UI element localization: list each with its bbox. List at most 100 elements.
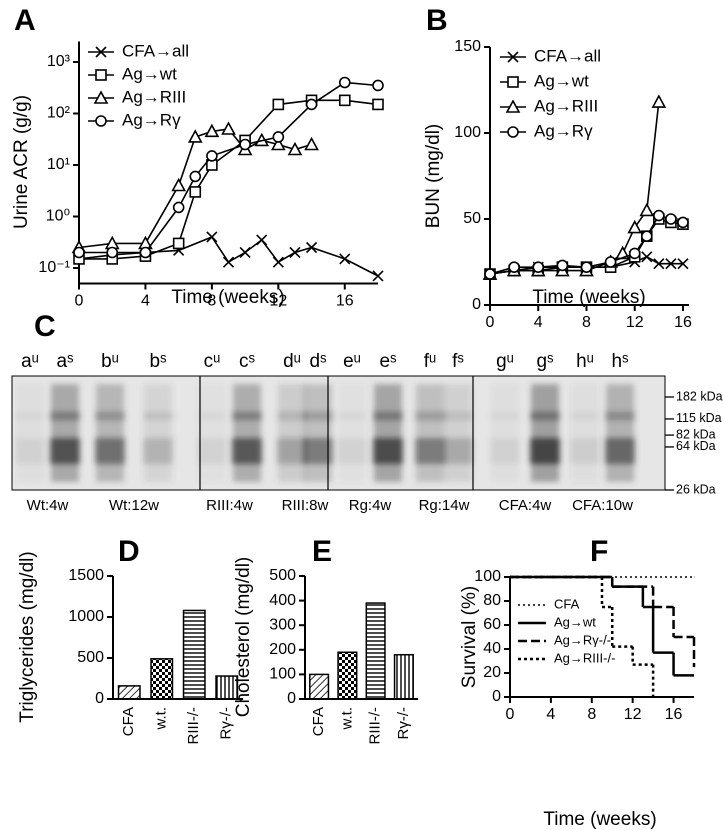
marker	[172, 201, 185, 214]
legend-label: Ag→Rγ-/-	[554, 632, 611, 647]
marker	[372, 270, 384, 282]
gel-smear	[531, 384, 559, 482]
legend-marker	[507, 76, 519, 88]
x-tick-label: 8	[587, 706, 596, 723]
lane-label: dˢ	[309, 351, 327, 372]
lane-label: fˢ	[452, 351, 464, 372]
y-tick-label: 10³	[47, 53, 71, 70]
y-tick-label: 50	[463, 210, 481, 227]
marker	[270, 136, 286, 151]
y-tick-label: 10²	[47, 105, 71, 122]
legend-label: Ag→RIII	[122, 87, 186, 106]
legend-label: CFA→all	[122, 41, 189, 60]
marker	[204, 123, 220, 138]
gel-band	[95, 412, 125, 420]
x-tick-label: w.t.	[338, 707, 355, 731]
legend-label: CFA→all	[534, 46, 601, 65]
group-label: RIII:4w	[206, 497, 253, 514]
x-tick-label: 4	[534, 314, 543, 331]
lane-label: eˢ	[379, 351, 397, 372]
x-axis-label: Time (weeks)	[171, 287, 284, 308]
marker	[305, 98, 318, 111]
legend-marker	[505, 99, 521, 113]
panel-label: D	[118, 535, 140, 568]
x-tick-label: RIII-/-	[367, 707, 384, 745]
gel-band	[415, 438, 445, 464]
x-tick-label: 8	[582, 314, 591, 331]
marker	[289, 246, 301, 259]
marker	[73, 246, 85, 259]
legend-label: Ag→wt	[122, 64, 177, 83]
marker	[187, 129, 203, 143]
y-tick-label: 0	[95, 690, 104, 707]
marker	[339, 253, 351, 265]
x-tick-label: 0	[75, 293, 84, 310]
marker	[287, 141, 303, 156]
y-tick-label: 60	[483, 616, 501, 633]
panel-label: B	[426, 4, 448, 37]
marker	[653, 258, 665, 270]
y-tick-label: 1500	[68, 567, 104, 584]
marker	[508, 261, 520, 273]
bar	[182, 609, 206, 700]
group-label: Rg:4w	[349, 497, 392, 514]
lane-label: fᵘ	[424, 351, 437, 372]
marker	[106, 246, 119, 259]
gel-band	[570, 412, 600, 420]
gel-smear	[571, 384, 599, 482]
lane-label: hᵘ	[576, 351, 594, 372]
lane-label: bᵘ	[101, 351, 119, 372]
panel-label: A	[14, 4, 36, 37]
x-tick-label: RIII-/-	[185, 707, 202, 745]
marker	[222, 256, 235, 268]
y-tick-label: 0	[492, 688, 501, 705]
marker	[677, 258, 689, 270]
group-label: RIII:8w	[282, 497, 329, 514]
y-tick-label: 100	[474, 568, 501, 585]
y-axis-label: BUN (mg/dl)	[423, 124, 444, 229]
bar	[150, 658, 174, 700]
x-tick-label: 8	[207, 293, 216, 310]
y-tick-label: 80	[483, 592, 501, 609]
y-tick-label: 150	[454, 38, 481, 55]
y-tick-label: 0	[472, 296, 481, 313]
x-tick-label: w.t.	[153, 707, 170, 731]
group-label: Wt:12w	[109, 497, 159, 514]
gel-smear	[144, 384, 172, 482]
legend-label: Ag→wt	[534, 71, 589, 90]
group-label: CFA:10w	[572, 497, 633, 514]
marker	[372, 98, 384, 111]
bar	[393, 653, 414, 700]
gel-band	[277, 412, 307, 420]
gel-band	[143, 438, 173, 464]
x-tick-label: 12	[626, 314, 644, 331]
marker	[172, 237, 185, 250]
marker	[239, 138, 251, 151]
legend-label: Ag→RIII	[534, 96, 598, 115]
marker	[640, 230, 653, 242]
marker-label: 182 kDa	[676, 389, 723, 403]
marker	[532, 261, 545, 273]
legend-label: Ag→Rγ	[534, 121, 593, 140]
marker	[239, 246, 251, 259]
marker	[338, 76, 351, 89]
marker-label: 82 kDa	[676, 427, 716, 441]
gel-band	[605, 438, 635, 464]
marker	[171, 177, 187, 192]
x-tick-label: 16	[674, 314, 692, 331]
gel-smear	[96, 384, 124, 482]
marker-label: 115 kDa	[676, 411, 722, 425]
x-tick-label: Rγ-/-	[395, 707, 412, 740]
gel-band	[50, 412, 80, 420]
x-axis-label: Time (weeks)	[543, 809, 656, 830]
marker	[221, 121, 236, 135]
panel-label: E	[312, 535, 332, 568]
lane-label: cᵘ	[204, 351, 221, 372]
y-tick-label: 500	[77, 649, 104, 666]
bar	[309, 673, 330, 700]
marker	[189, 170, 202, 183]
y-tick-label: 10⁻¹	[38, 259, 70, 276]
legend-marker	[93, 90, 109, 104]
marker	[665, 258, 677, 270]
x-tick-label: 0	[486, 314, 495, 331]
